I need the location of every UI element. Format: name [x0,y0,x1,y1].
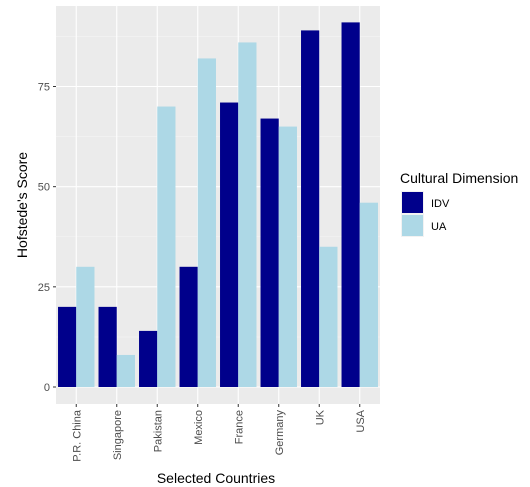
bar-idv-6 [260,118,279,387]
bars [58,22,378,388]
x-tick-label: Mexico [193,410,205,445]
bar-ua-1 [76,266,95,387]
y-axis-title: Hofstede's Score [14,152,30,258]
legend-title: Cultural Dimension [400,170,518,186]
bar-idv-1 [58,306,77,387]
x-tick-label: USA [355,409,367,432]
y-tick-label: 0 [44,382,50,394]
x-tick-label: Germany [274,410,286,456]
y-tick-label: 50 [38,182,50,194]
legend-label-ua: UA [431,221,447,233]
x-tick-label: Singapore [112,410,124,460]
y-tick-label: 25 [38,282,50,294]
bar-ua-5 [238,42,257,387]
x-tick-label: Pakistan [152,410,164,452]
y-axis: 0 25 50 75 [38,82,56,394]
bar-idv-5 [220,102,239,387]
bar-ua-2 [116,354,135,387]
legend: Cultural Dimension IDV UA [400,170,518,237]
legend-swatch-idv [402,192,423,213]
bar-ua-3 [157,106,176,388]
bar-idv-8 [341,22,360,387]
legend-swatch-ua [402,215,423,236]
bar-idv-7 [301,30,320,387]
bar-ua-8 [359,202,378,387]
bar-ua-4 [197,58,216,387]
bar-ua-7 [319,246,338,387]
legend-label-idv: IDV [431,198,450,210]
x-tick-label: France [233,410,245,444]
bar-idv-4 [179,266,198,387]
x-tick-label: UK [314,409,326,425]
bar-ua-6 [278,126,297,388]
x-tick-label: P.R. China [71,409,83,462]
y-tick-label: 75 [38,82,50,94]
x-axis-title: Selected Countries [157,470,275,486]
x-axis: P.R. China Singapore Pakistan Mexico France G… [71,404,367,462]
bar-idv-3 [139,330,158,387]
bar-idv-2 [98,306,117,387]
